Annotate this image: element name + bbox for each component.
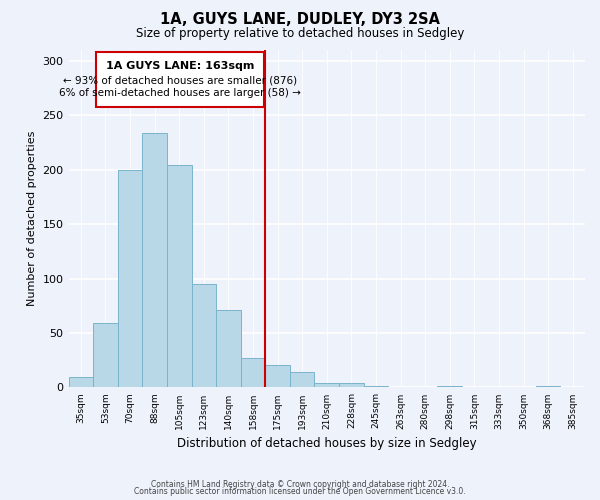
FancyBboxPatch shape [95,52,264,106]
Bar [241,358,265,388]
Bar [265,364,290,388]
Y-axis label: Number of detached properties: Number of detached properties [27,131,37,306]
Text: 1A GUYS LANE: 163sqm: 1A GUYS LANE: 163sqm [106,61,254,71]
Text: 6% of semi-detached houses are larger (58) →: 6% of semi-detached houses are larger (5… [59,88,301,98]
Bar [339,383,364,388]
Bar [167,166,191,388]
Text: ← 93% of detached houses are smaller (876): ← 93% of detached houses are smaller (87… [63,75,297,85]
Bar [536,386,560,388]
Bar [118,170,142,388]
Bar [191,284,216,388]
Text: 1A, GUYS LANE, DUDLEY, DY3 2SA: 1A, GUYS LANE, DUDLEY, DY3 2SA [160,12,440,28]
Bar [216,310,241,388]
Text: Contains HM Land Registry data © Crown copyright and database right 2024.: Contains HM Land Registry data © Crown c… [151,480,449,489]
Text: Contains public sector information licensed under the Open Government Licence v3: Contains public sector information licen… [134,488,466,496]
Bar [364,386,388,388]
Bar [68,376,93,388]
Bar [142,132,167,388]
Bar [437,386,462,388]
Text: Size of property relative to detached houses in Sedgley: Size of property relative to detached ho… [136,28,464,40]
Bar [290,372,314,388]
Bar [314,383,339,388]
Bar [93,323,118,388]
X-axis label: Distribution of detached houses by size in Sedgley: Distribution of detached houses by size … [177,437,476,450]
